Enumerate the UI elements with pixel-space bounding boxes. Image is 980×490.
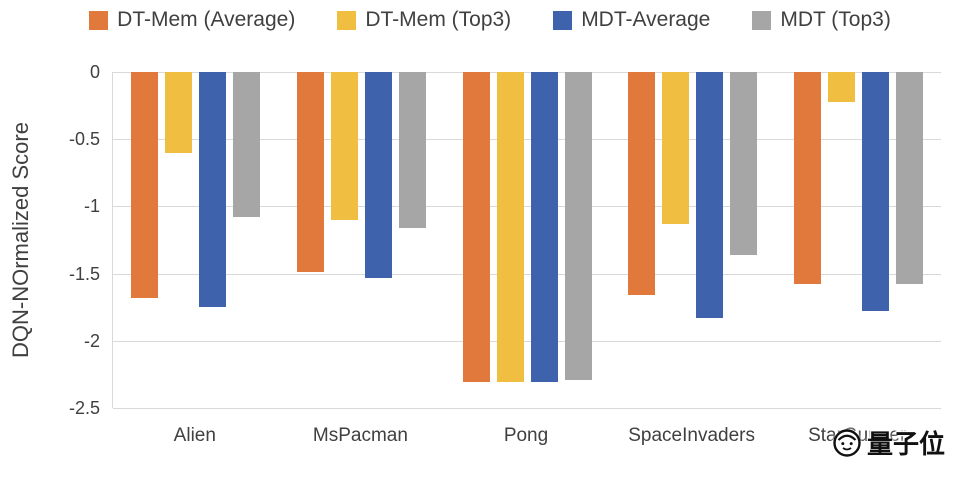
x-category-label: Pong bbox=[503, 425, 549, 446]
bar-mdt-top3-spaceinvaders bbox=[730, 72, 758, 255]
bar-dt-mem-top3-spaceinvaders bbox=[662, 72, 690, 224]
bar-dt-mem-top3-pong bbox=[496, 72, 524, 383]
y-tick-label: -0.5 bbox=[68, 129, 100, 150]
y-tick-label: -1 bbox=[83, 196, 100, 217]
bar-mdt-top3-stargunner bbox=[895, 72, 923, 285]
bar-mdt-average-spaceinvaders bbox=[696, 72, 724, 318]
legend-swatch bbox=[752, 10, 772, 30]
legend-swatch bbox=[553, 10, 573, 30]
legend: DT-Mem (Average) DT-Mem (Top3) MDT-Average… bbox=[0, 8, 980, 32]
legend-swatch bbox=[337, 10, 357, 30]
bar-dt-mem-average-alien bbox=[131, 72, 159, 298]
gridline bbox=[113, 139, 941, 141]
bar-dt-mem-top3-stargunner bbox=[827, 72, 855, 102]
legend-label: MDT-Average bbox=[581, 8, 711, 31]
bar-mdt-average-stargunner bbox=[861, 72, 889, 312]
bar-dt-mem-average-stargunner bbox=[793, 72, 821, 285]
bar-mdt-average-mspacman bbox=[364, 72, 392, 278]
gridline bbox=[113, 72, 941, 73]
legend-swatch bbox=[89, 10, 109, 30]
legend-label: MDT (Top3) bbox=[780, 8, 891, 31]
legend-item-dt-mem-top3: DT-Mem (Top3) bbox=[337, 8, 511, 32]
x-category-label: StarGunner bbox=[808, 425, 907, 446]
bar-dt-mem-average-mspacman bbox=[296, 72, 324, 273]
gridline bbox=[113, 273, 941, 275]
legend-item-mdt-top3: MDT (Top3) bbox=[752, 8, 891, 32]
y-tick-label: -2 bbox=[83, 330, 100, 351]
plot-area bbox=[112, 72, 941, 409]
bar-mdt-top3-mspacman bbox=[398, 72, 426, 228]
bar-mdt-average-pong bbox=[530, 72, 558, 383]
y-tick-label: -1.5 bbox=[68, 263, 100, 284]
x-category-label: SpaceInvaders bbox=[628, 425, 755, 446]
gridline bbox=[113, 340, 941, 342]
bar-mdt-top3-pong bbox=[564, 72, 592, 380]
legend-label: DT-Mem (Top3) bbox=[365, 8, 512, 31]
y-axis-title: DQN-NOrmalized Score bbox=[8, 122, 33, 358]
gridline bbox=[113, 206, 941, 208]
bar-dt-mem-top3-alien bbox=[165, 72, 193, 153]
y-tick-label: -2.5 bbox=[68, 398, 100, 418]
bar-mdt-average-alien bbox=[199, 72, 227, 308]
legend-item-mdt-average: MDT-Average bbox=[553, 8, 710, 32]
bar-dt-mem-top3-mspacman bbox=[330, 72, 358, 220]
bar-dt-mem-average-spaceinvaders bbox=[628, 72, 656, 296]
x-category-label: MsPacman bbox=[312, 425, 408, 446]
y-tick-label: 0 bbox=[89, 62, 100, 82]
legend-label: DT-Mem (Average) bbox=[117, 8, 296, 31]
x-category-label: Alien bbox=[173, 425, 216, 446]
bar-dt-mem-average-pong bbox=[462, 72, 490, 383]
gridline bbox=[113, 408, 941, 409]
legend-item-dt-mem-average: DT-Mem (Average) bbox=[89, 8, 295, 32]
bar-mdt-top3-alien bbox=[233, 72, 261, 218]
